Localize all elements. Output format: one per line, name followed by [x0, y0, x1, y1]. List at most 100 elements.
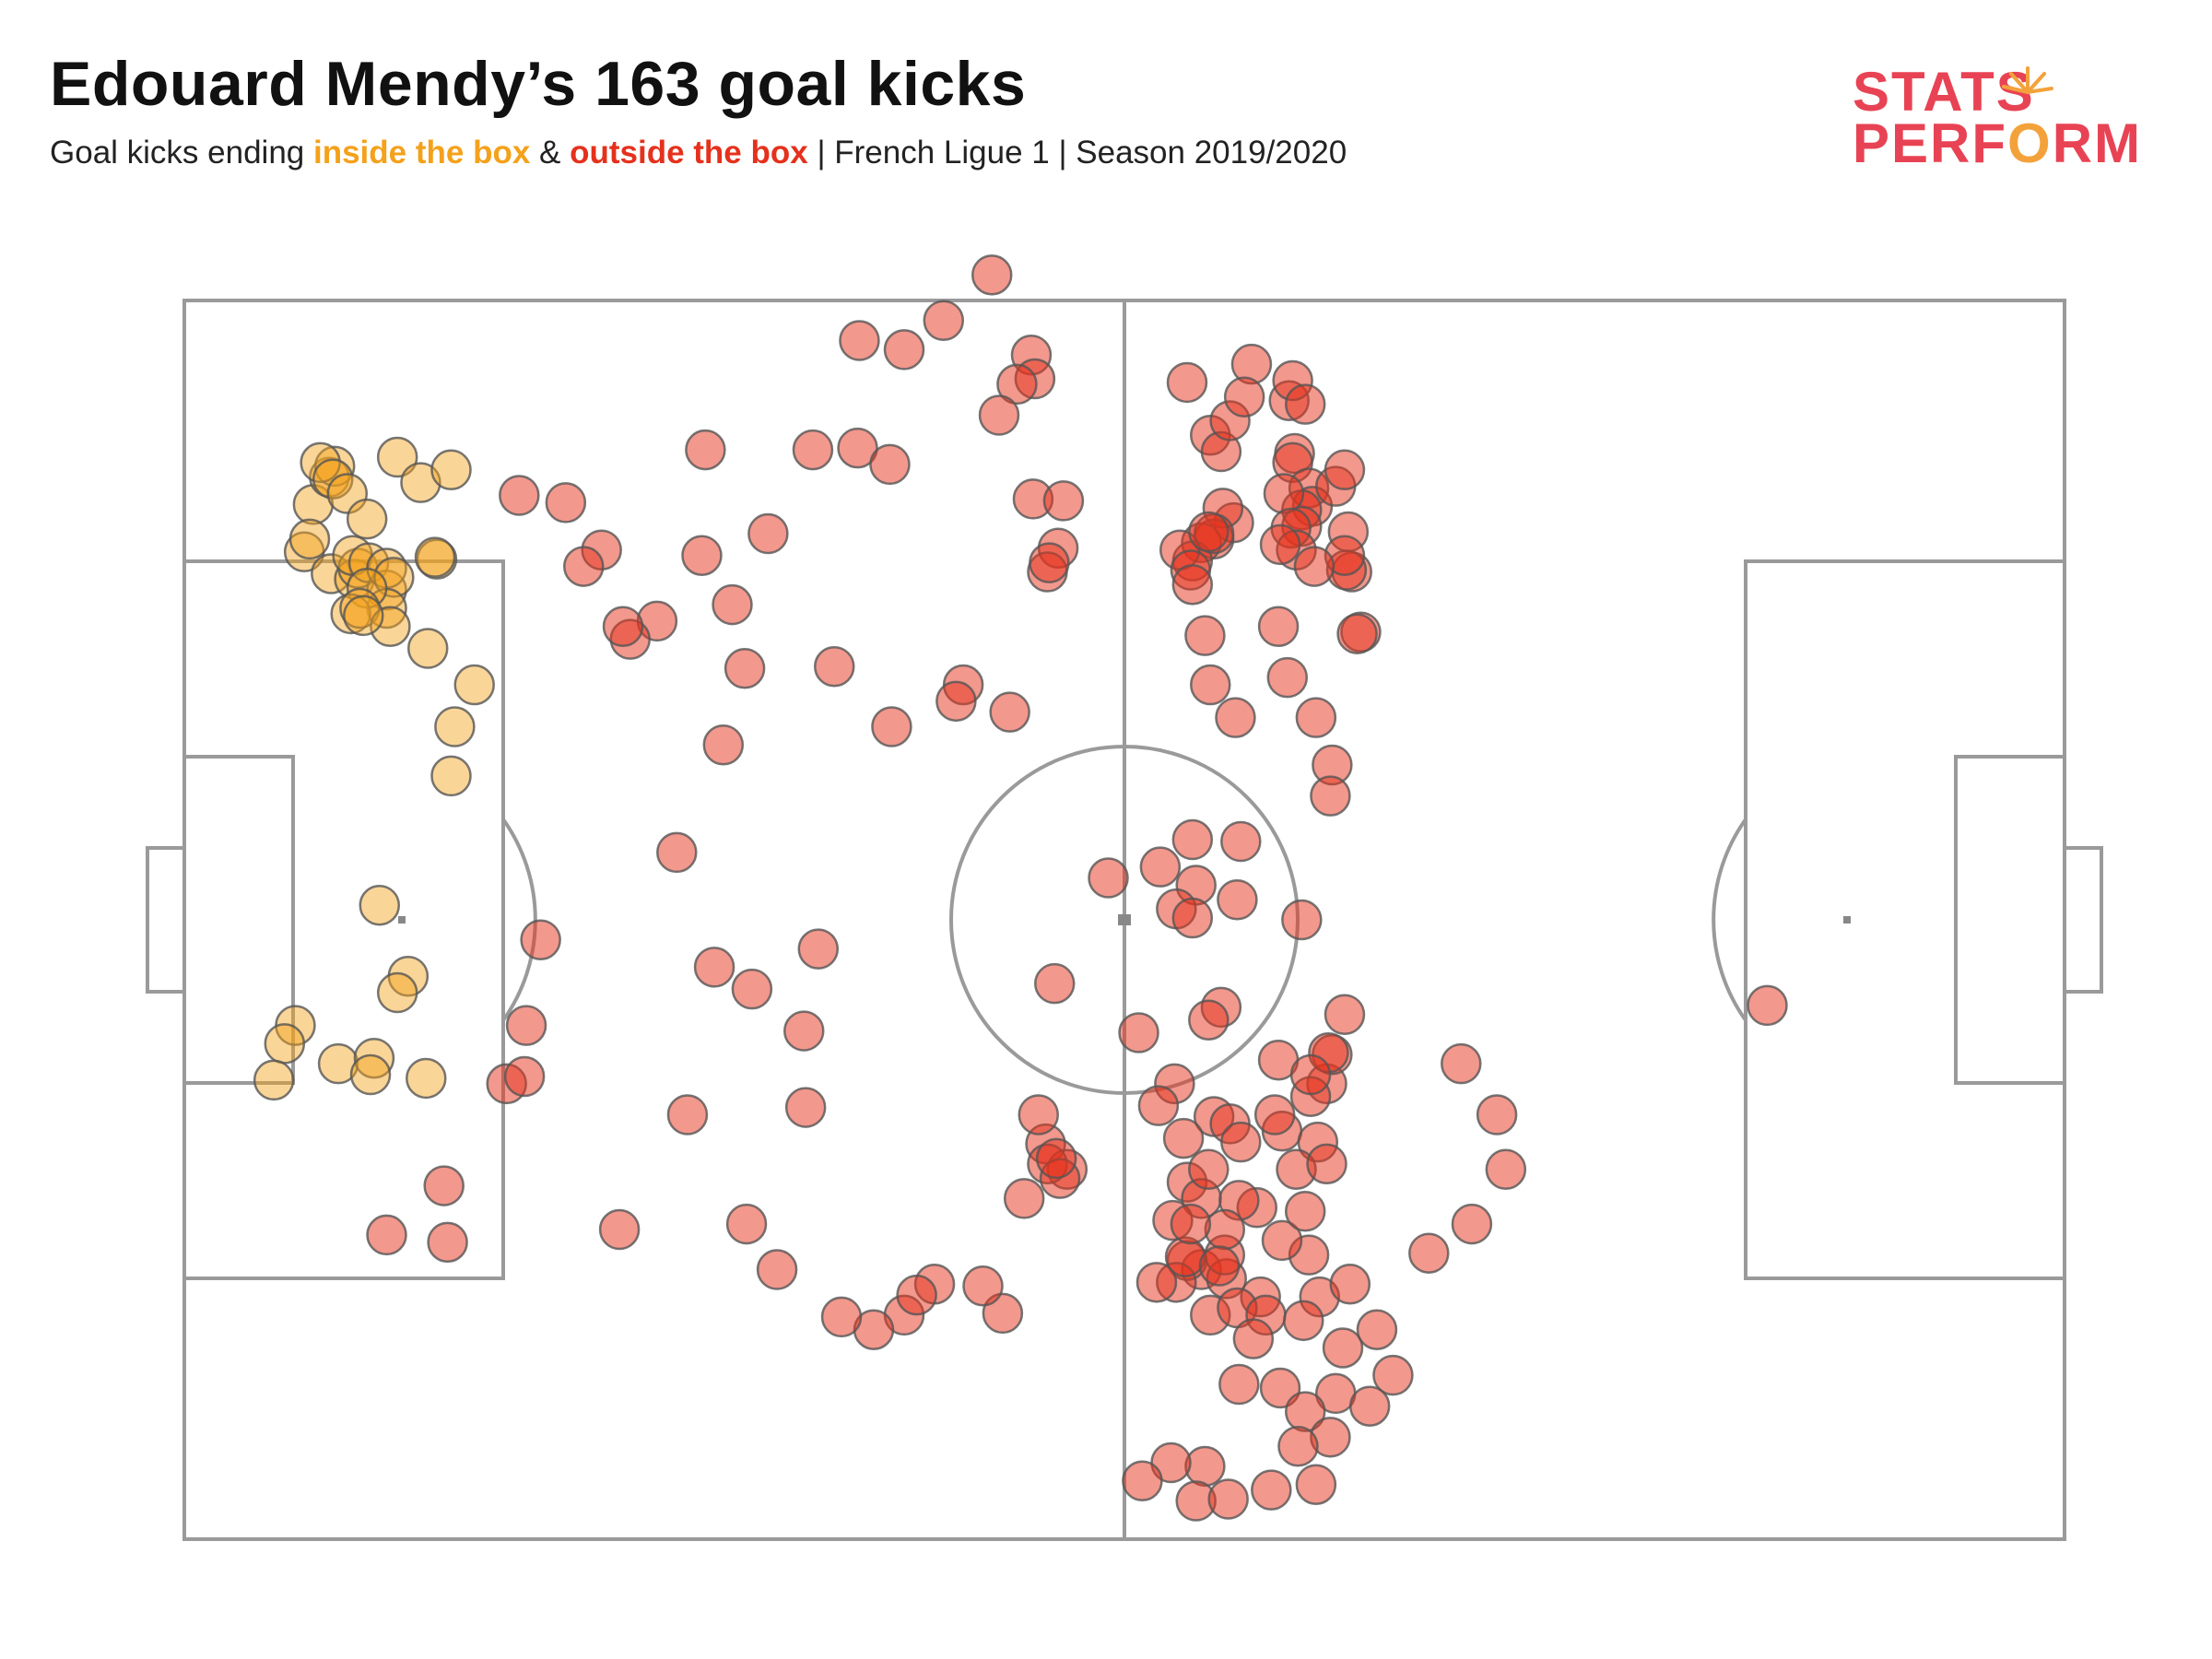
logo-line-2: PERFORM [1853, 116, 2142, 171]
goal-kick-point [935, 680, 977, 723]
left-penalty-spot [398, 916, 406, 924]
goal-kick-point [300, 441, 341, 484]
goal-kick-point [1033, 962, 1076, 1005]
goal-kick-point [1329, 1264, 1371, 1305]
goal-kick-point [376, 971, 418, 1014]
goal-kick-point [792, 429, 834, 471]
goal-kick-point [923, 300, 965, 341]
goal-kick-point [1348, 1385, 1391, 1427]
goal-kick-point [427, 1221, 468, 1264]
goal-kick-point [1171, 818, 1214, 861]
goal-kick-point [503, 1055, 546, 1098]
goal-kick-point [313, 445, 356, 488]
goal-kick-point [971, 254, 1013, 296]
goal-kick-point [1259, 524, 1301, 566]
goal-kick-point [563, 546, 605, 587]
goal-kick-point [1283, 1300, 1324, 1342]
goal-kick-point [416, 538, 458, 580]
goal-kick-point [1295, 1464, 1337, 1505]
goal-kick-point [349, 1053, 392, 1096]
goal-kick-point [1322, 1327, 1364, 1369]
goal-kick-point [1281, 899, 1323, 941]
goal-kick-point [756, 1249, 798, 1290]
goal-kick-point [373, 557, 415, 598]
right-penalty-arc [1712, 818, 1747, 1022]
goal-kick-point [1171, 897, 1214, 939]
goal-kick-point [871, 706, 912, 747]
goal-kick-point [1220, 820, 1262, 863]
goal-kick-point [288, 518, 331, 560]
goal-kick-point [693, 947, 735, 988]
goal-kick-point [1171, 564, 1214, 606]
goal-kick-point [1218, 1363, 1260, 1406]
legend-inside-box: inside the box [312, 135, 531, 171]
series-outside-box [366, 254, 1788, 1522]
goal-kick-point [1441, 1042, 1482, 1085]
goal-kick-point [1003, 1178, 1045, 1219]
goal-kick-point [784, 1087, 827, 1128]
goal-kick-point [1188, 1148, 1230, 1191]
goal-kick-point [1310, 775, 1351, 817]
goal-kick-point [1408, 1232, 1450, 1274]
chart-subtitle: Goal kicks ending inside the box & outsi… [50, 135, 1347, 171]
centre-spot [1118, 914, 1131, 925]
right-six-yard-box [1954, 755, 2066, 1085]
left-penalty-arc [501, 818, 537, 1022]
logo-line-1: STATS [1853, 61, 2035, 123]
goal-kick-point [453, 664, 495, 706]
goal-kick-point [423, 1165, 465, 1206]
goal-kick-point [896, 1274, 937, 1316]
goal-kick-point [1295, 697, 1337, 738]
goal-kick-point [1139, 846, 1182, 888]
goal-kick-point [1306, 1143, 1347, 1185]
goal-kick-point [264, 1023, 306, 1065]
goal-kick-point [1251, 1469, 1292, 1511]
goal-kick-point [1324, 449, 1366, 491]
goal-kick-point [1035, 1137, 1077, 1180]
goal-kick-point [962, 1265, 1004, 1307]
right-penalty-spot [1843, 916, 1851, 924]
goal-kick-point [346, 498, 388, 540]
goal-kick-point [1215, 697, 1256, 738]
goal-kick-point [989, 691, 1030, 733]
goal-kick-point [1217, 879, 1258, 921]
subtitle-lead: Goal kicks ending [50, 135, 313, 171]
goal-kick-point [1284, 1190, 1326, 1232]
goal-kick-point [1166, 361, 1208, 404]
goal-kick-point [434, 706, 476, 747]
goal-kick-point [430, 449, 472, 491]
goal-kick-point [317, 1042, 359, 1085]
goal-kick-point [1029, 542, 1070, 583]
goal-kick-point [1188, 999, 1230, 1041]
goal-kick-point [1356, 1309, 1398, 1350]
goal-kick-point [820, 1296, 863, 1338]
goal-kick-point [978, 394, 1020, 436]
series-inside-box [253, 436, 495, 1101]
goal-kick-point [1259, 1367, 1301, 1409]
goal-kick-point [685, 429, 726, 471]
goal-kick-point [376, 436, 418, 478]
goal-kick-point [353, 1037, 395, 1079]
goal-kick-point [1485, 1148, 1527, 1191]
goal-kick-point [1042, 480, 1085, 522]
goal-kick-point [712, 583, 753, 626]
goal-kick-point [839, 320, 880, 361]
goal-kick-point [359, 884, 401, 926]
goal-kick-point [1137, 1085, 1180, 1126]
goal-kick-point [1018, 1094, 1059, 1135]
goal-kick-point [602, 606, 644, 648]
goal-kick-point [366, 1214, 407, 1256]
goal-kick-point [1257, 606, 1300, 648]
goal-kick-point [545, 482, 587, 524]
goal-kick-point [1747, 984, 1788, 1027]
subtitle-ampersand: & [530, 135, 571, 171]
goal-kick-point [725, 1203, 768, 1245]
goal-kick-point [782, 1010, 825, 1052]
goal-kick-point [520, 919, 561, 960]
logo-burst-icon [2002, 66, 2053, 94]
logo-line-2-a: PERF [1853, 112, 2008, 174]
goal-kick-point [996, 363, 1038, 406]
goal-kick-point [797, 928, 840, 970]
goal-kick-point [1277, 1425, 1319, 1467]
goal-kick-point [702, 724, 745, 766]
